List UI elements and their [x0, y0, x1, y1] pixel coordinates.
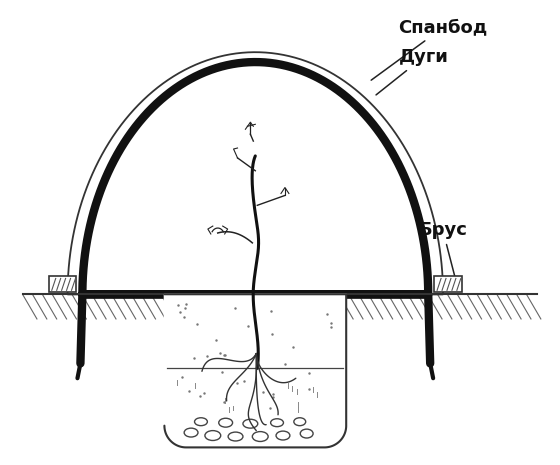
Ellipse shape — [205, 431, 221, 440]
Ellipse shape — [270, 419, 283, 427]
FancyBboxPatch shape — [49, 277, 77, 292]
FancyBboxPatch shape — [434, 277, 462, 292]
Polygon shape — [165, 294, 346, 447]
Ellipse shape — [228, 432, 243, 441]
Ellipse shape — [219, 418, 232, 427]
Text: Спанбод: Спанбод — [371, 19, 488, 80]
Ellipse shape — [194, 418, 207, 425]
Ellipse shape — [276, 431, 290, 440]
Ellipse shape — [294, 418, 306, 425]
Text: Дуги: Дуги — [376, 48, 449, 95]
Text: Брус: Брус — [418, 221, 467, 282]
Ellipse shape — [243, 419, 258, 428]
Ellipse shape — [184, 428, 198, 437]
Ellipse shape — [253, 432, 268, 441]
Ellipse shape — [300, 429, 313, 438]
